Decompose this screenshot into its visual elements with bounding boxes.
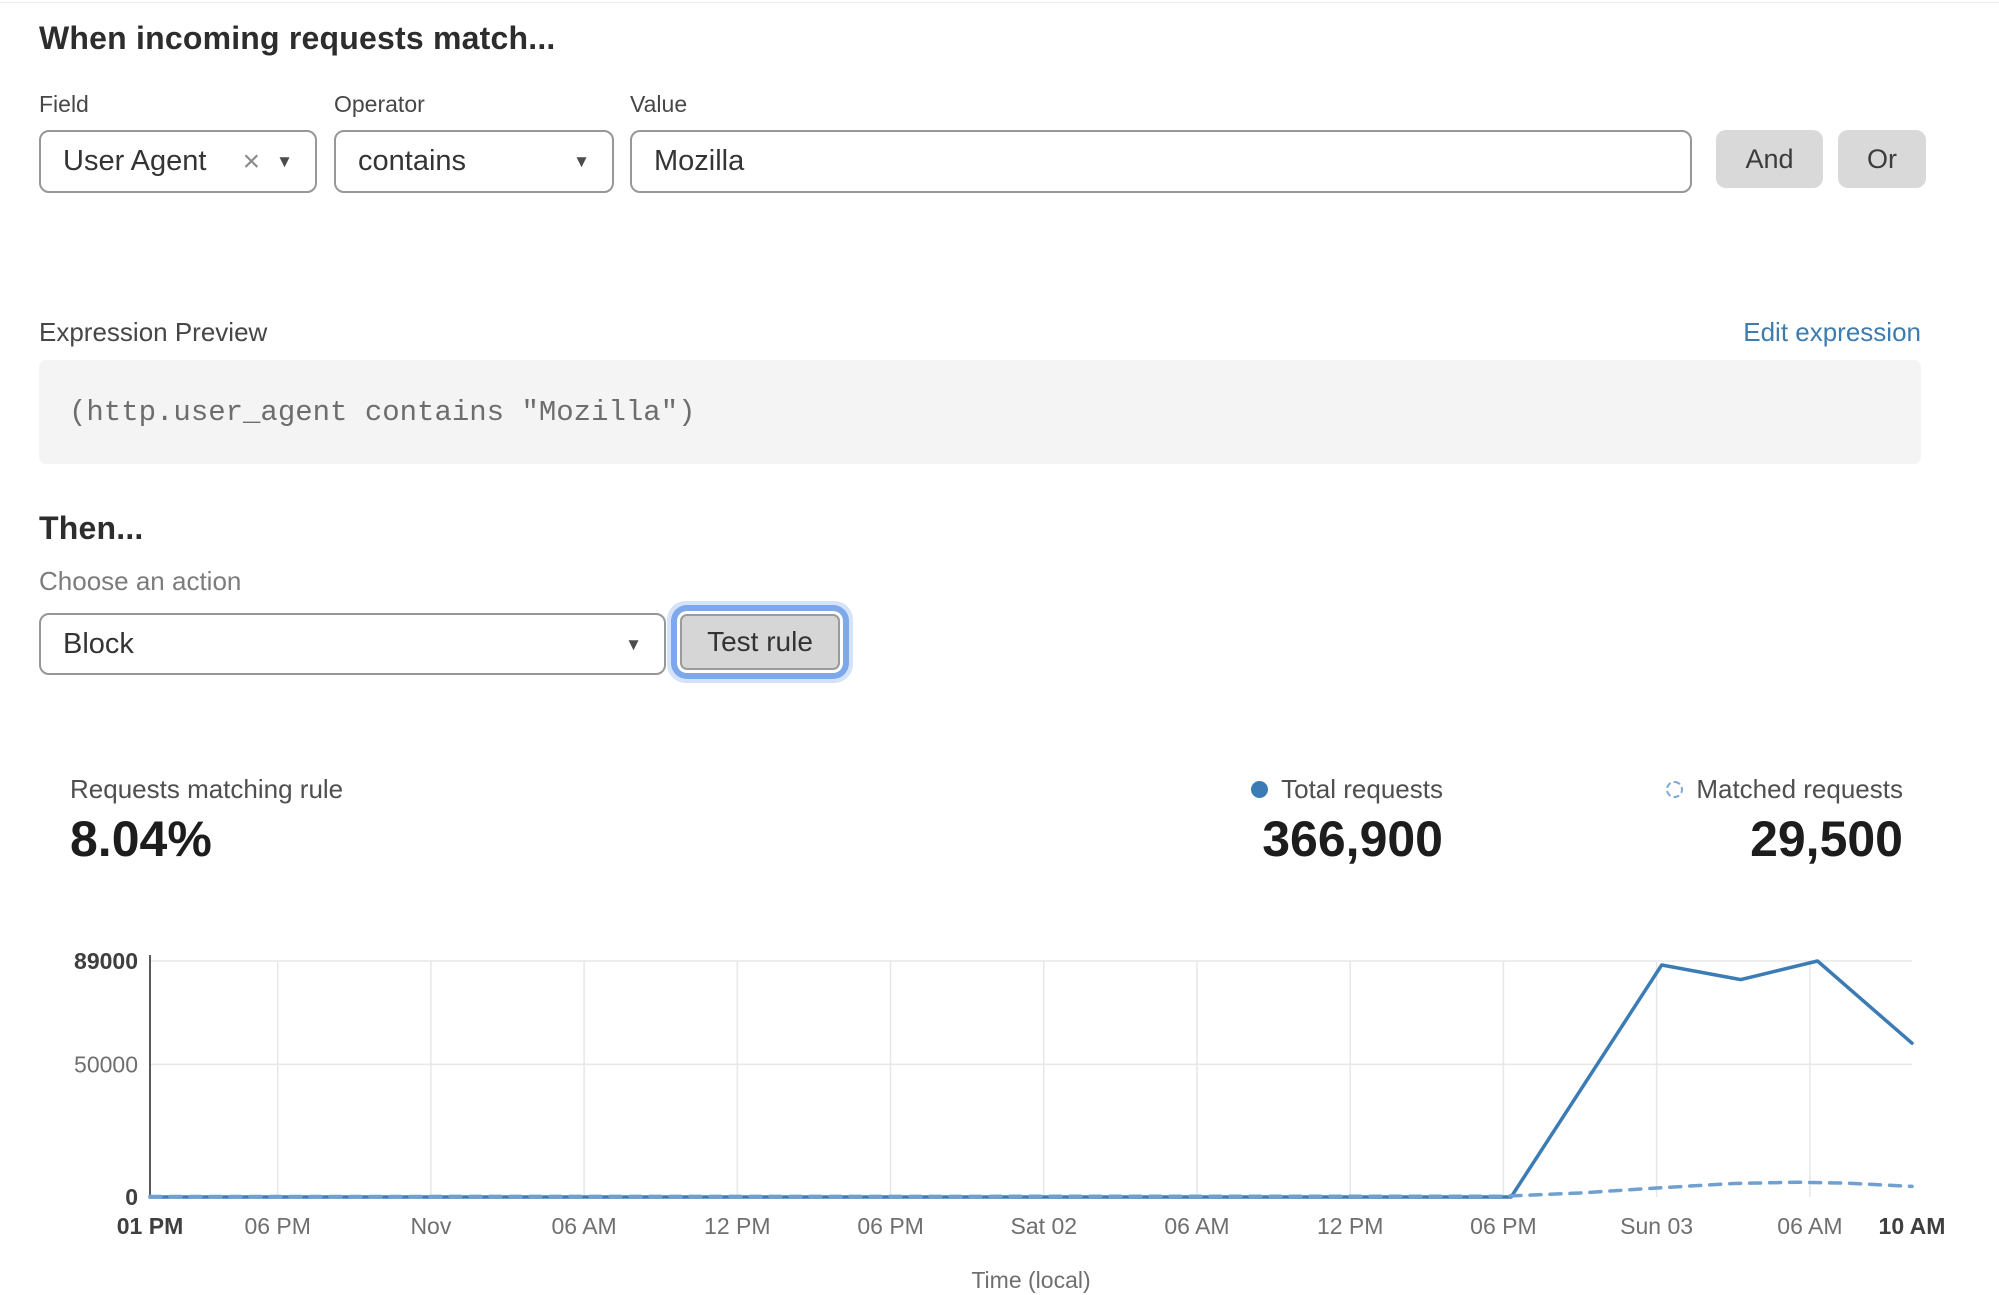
test-rule-button[interactable]: Test rule [680, 614, 840, 670]
expression-preview-label: Expression Preview [39, 317, 268, 347]
x-tick-label: 06 PM [244, 1213, 310, 1239]
operator-label: Operator [334, 91, 425, 117]
matching-rule-value: 8.04% [70, 811, 212, 867]
x-tick-label: Sat 02 [1011, 1213, 1078, 1239]
series-line-solid [148, 959, 1914, 1199]
x-tick-label: 12 PM [704, 1213, 770, 1239]
x-tick-label: 06 AM [1164, 1213, 1229, 1239]
field-select-value: User Agent [63, 145, 207, 177]
x-tick-label: 06 AM [551, 1213, 616, 1239]
y-tick-label: 89000 [74, 948, 138, 974]
field-label: Field [39, 91, 89, 117]
chevron-down-icon: ▼ [573, 152, 590, 171]
matched-requests-value: 29,500 [1750, 811, 1903, 867]
action-select-value: Block [63, 627, 134, 660]
matched-requests-label: Matched requests [1696, 774, 1903, 804]
x-tick-label: 12 PM [1317, 1213, 1383, 1239]
top-divider [0, 2, 1999, 3]
field-select[interactable]: User Agent × ▼ [39, 130, 317, 193]
solid-dot-icon [1251, 781, 1269, 798]
x-tick-label: 06 PM [1470, 1213, 1536, 1239]
legend-total-requests[interactable]: Total requests [1251, 774, 1443, 805]
x-tick-label: 06 PM [857, 1213, 923, 1239]
operator-select[interactable]: contains ▼ [334, 130, 614, 193]
chevron-down-icon: ▼ [276, 152, 293, 171]
chevron-down-icon: ▼ [625, 634, 642, 654]
dashed-circle-icon [1666, 781, 1684, 798]
total-requests-value: 366,900 [1262, 811, 1443, 867]
or-button[interactable]: Or [1838, 130, 1926, 188]
legend-matched-requests[interactable]: Matched requests [1666, 774, 1903, 805]
clear-field-icon[interactable]: × [242, 144, 261, 178]
x-tick-label: 06 AM [1777, 1213, 1842, 1239]
then-heading: Then... [39, 510, 144, 546]
y-tick-label: 0 [125, 1184, 138, 1210]
value-label: Value [630, 91, 688, 117]
expression-code: (http.user_agent contains "Mozilla") [69, 395, 696, 429]
x-tick-label: 10 AM [1879, 1213, 1946, 1239]
page-title: When incoming requests match... [39, 20, 556, 56]
y-tick-label: 50000 [74, 1051, 138, 1077]
x-tick-label: 01 PM [117, 1213, 183, 1239]
series-line-dashed [148, 1180, 1914, 1199]
operator-select-value: contains [358, 145, 467, 177]
action-select[interactable]: Block ▼ [39, 613, 666, 675]
edit-expression-link[interactable]: Edit expression [1743, 317, 1921, 347]
x-axis-title: Time (local) [971, 1267, 1090, 1293]
value-input[interactable] [630, 130, 1692, 193]
choose-action-label: Choose an action [39, 566, 242, 596]
expression-code-box: (http.user_agent contains "Mozilla") [39, 360, 1921, 464]
and-button[interactable]: And [1716, 130, 1823, 188]
x-tick-label: Nov [410, 1213, 451, 1239]
x-tick-label: Sun 03 [1620, 1213, 1693, 1239]
total-requests-label: Total requests [1281, 774, 1443, 804]
matching-rule-label: Requests matching rule [70, 774, 344, 804]
